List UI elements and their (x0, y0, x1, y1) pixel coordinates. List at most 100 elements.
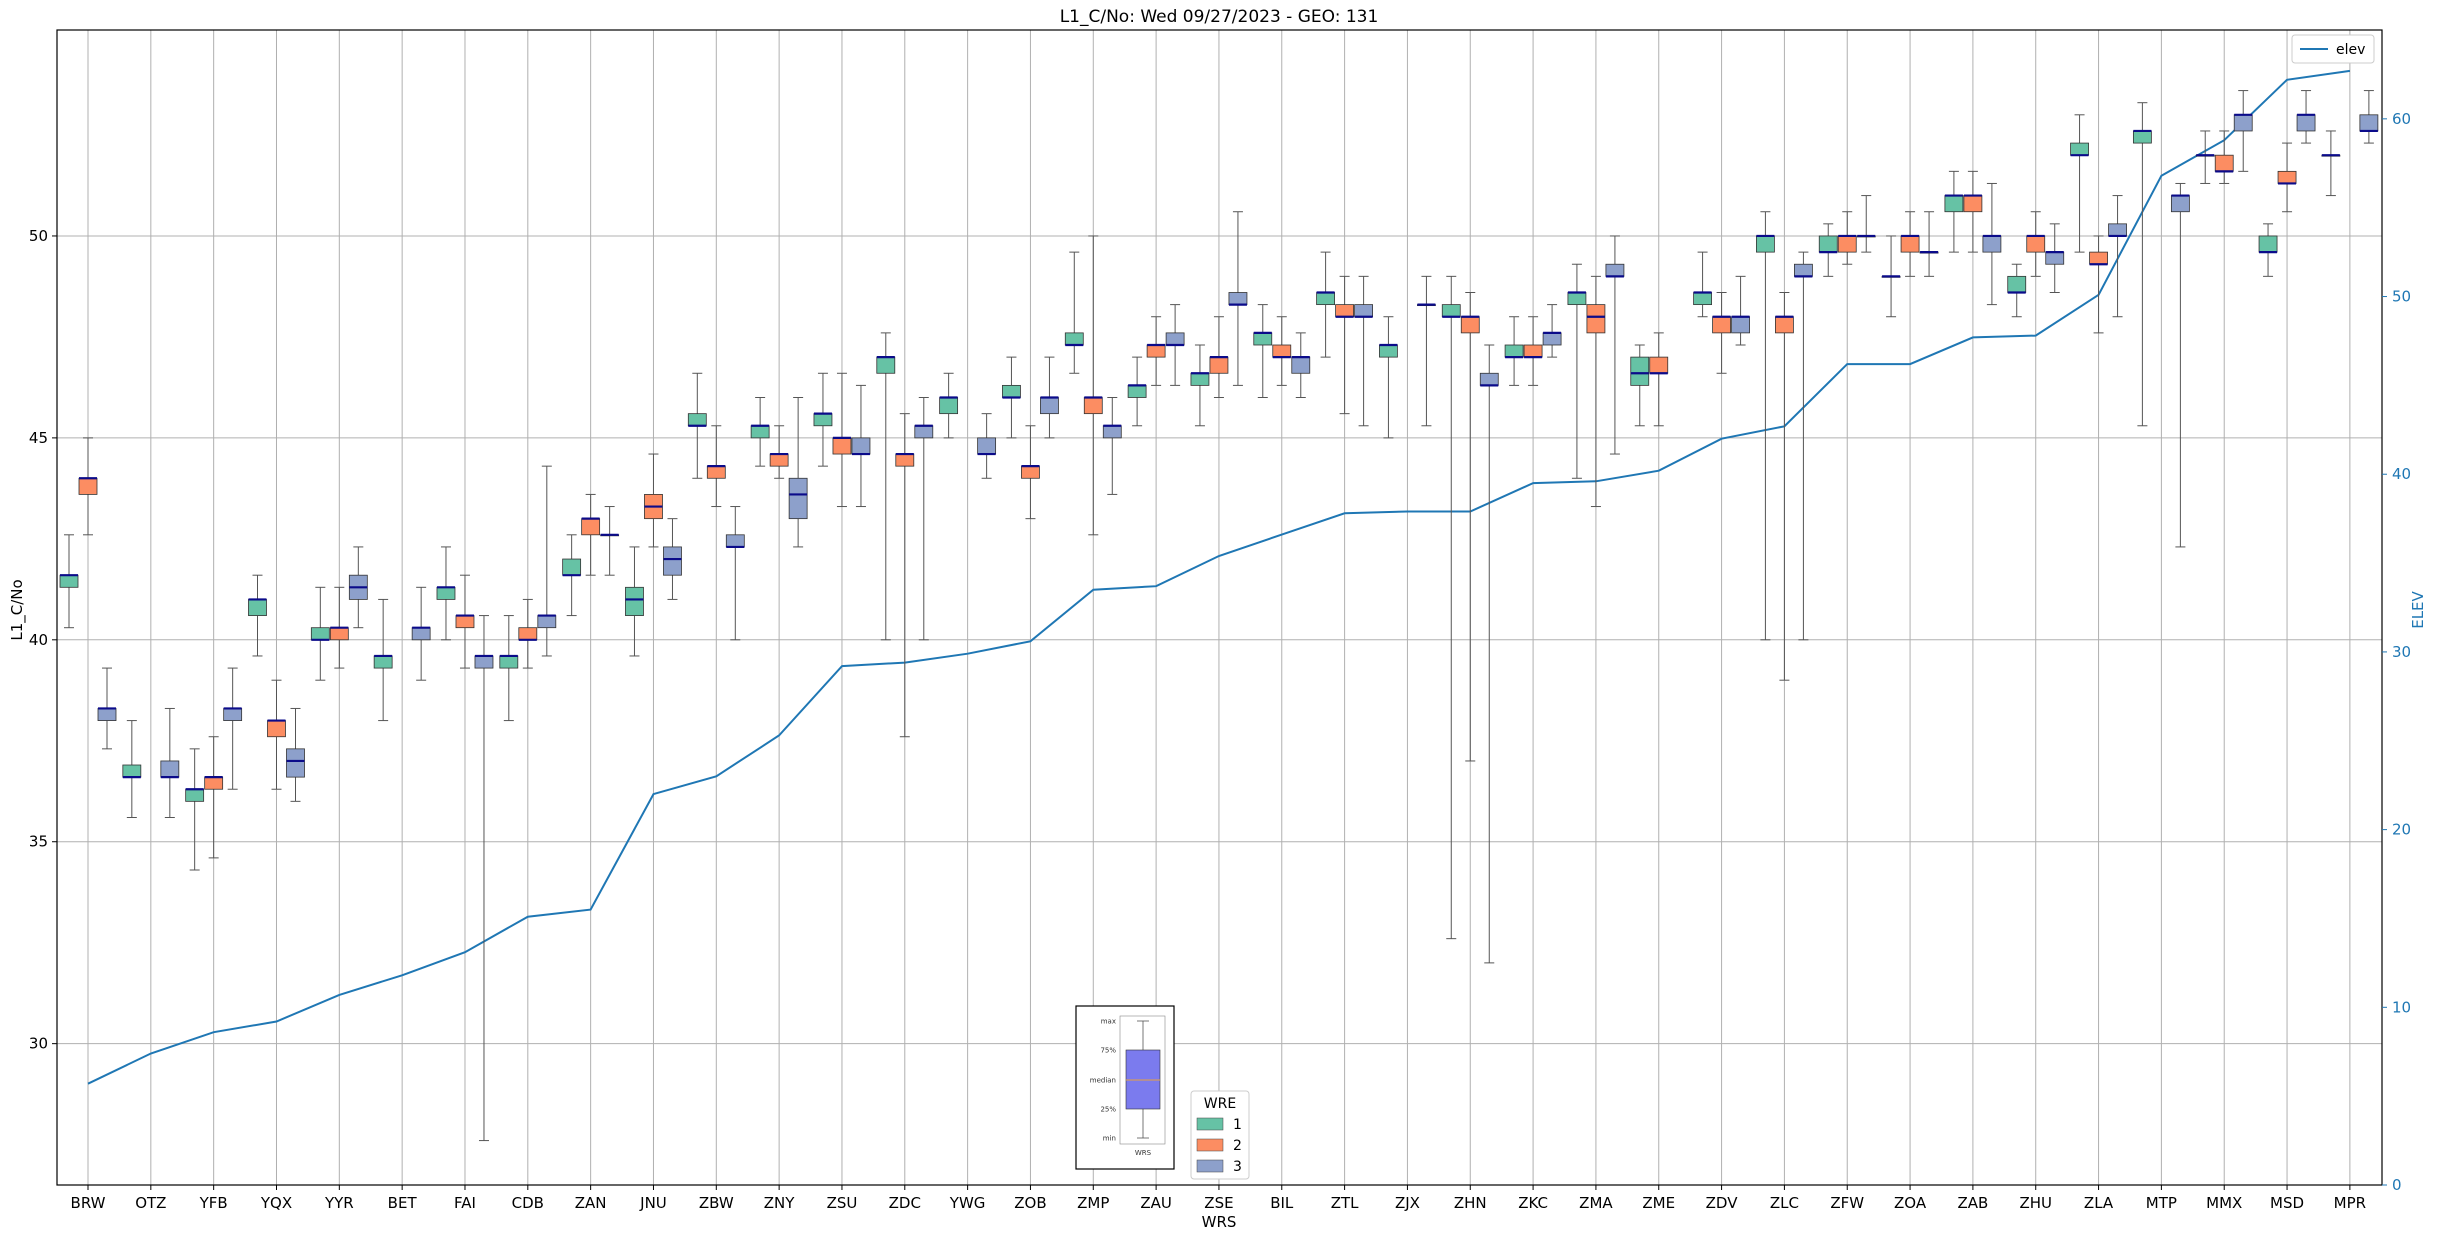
wre3-box-BIL (1291, 332, 1311, 398)
wre2-box-ZOB (1021, 425, 1040, 520)
wre2-box-ZDV (1712, 292, 1731, 374)
wre1-box-ZDC (876, 332, 896, 641)
wre3-box-YFB (223, 667, 243, 790)
x-tick-label: BET (388, 1194, 418, 1212)
wre2-box-ZHN (1460, 292, 1480, 762)
wre1-box-ZKC (1504, 316, 1524, 386)
wre1-box-ZLC (1756, 211, 1775, 641)
box-iqr (769, 453, 789, 467)
wre1-box-ZSE (1190, 344, 1210, 427)
wre2-box-ZSE (1209, 316, 1229, 398)
wre-legend-title: WRE (1204, 1096, 1236, 1112)
x-tick-label: MSD (2270, 1194, 2304, 1212)
box-iqr (78, 477, 98, 495)
wre1-box-ZAU (1127, 356, 1147, 427)
wre-legend-swatch-3 (1196, 1159, 1224, 1173)
wre1-box-YYR (310, 586, 330, 681)
box-iqr (59, 574, 79, 588)
y2-tick-label: 30 (2392, 643, 2411, 661)
elev-series (87, 69, 2351, 1085)
wre2-box-ZHU (2026, 211, 2046, 277)
box-iqr (625, 586, 644, 616)
box-iqr (1479, 372, 1499, 386)
x-tick-label: BIL (1270, 1194, 1294, 1212)
wre2-box-FAI (455, 574, 475, 669)
box-iqr (1272, 344, 1292, 358)
y2-tick-label: 10 (2392, 998, 2411, 1016)
x-tick-label: FAI (454, 1194, 476, 1212)
wre3-box-ZTL (1354, 275, 1373, 427)
wre-legend-swatch-1 (1196, 1117, 1224, 1131)
box-iqr (1649, 356, 1669, 374)
wre2-box-ZSU (832, 372, 852, 508)
box-iqr (939, 397, 959, 415)
wre2-box-ZME (1649, 332, 1669, 427)
wre1-box-BIL (1253, 304, 1273, 398)
wre1-box-YQX (248, 574, 267, 657)
box-iqr (2214, 154, 2234, 172)
box-iqr (706, 465, 726, 479)
wre2-box-ZMP (1083, 235, 1103, 536)
wre1-box-ZLA (2070, 114, 2089, 253)
line-legend-label: elev (2336, 42, 2365, 58)
wre1-box-BRW (59, 534, 79, 629)
wre3-box-ZJX (1417, 275, 1436, 427)
x-tick-label: ZSE (1204, 1194, 1233, 1212)
wre1-box-FAI (436, 546, 456, 641)
x-tick-label: YQX (260, 1194, 292, 1212)
box-iqr (329, 627, 349, 641)
wre3-box-ZLC (1794, 251, 1813, 641)
wre1-box-ZMP (1064, 251, 1084, 374)
x-tick-label: ZLA (2084, 1194, 2114, 1212)
box-iqr (2258, 235, 2278, 253)
y-tick-label: 40 (29, 631, 48, 649)
box-iqr (455, 615, 475, 629)
box-iqr (832, 437, 852, 455)
wre1-box-ZME (1630, 344, 1650, 427)
box-iqr (1379, 344, 1398, 358)
wre1-box-ZFW (1818, 223, 1838, 277)
wre3-box-ZBW (725, 506, 745, 641)
box-iqr (1083, 397, 1103, 415)
wre2-box-ZOA (1900, 211, 1920, 277)
box-iqr (518, 627, 538, 641)
wre1-box-YFB (185, 748, 205, 871)
box-iqr (411, 627, 431, 641)
wre2-box-ZBW (706, 425, 726, 508)
y2-tick-label: 60 (2392, 110, 2411, 128)
wre3-box-ZOA (1919, 211, 1939, 277)
x-tick-label: ZNY (764, 1194, 795, 1212)
wre1-box-ZOA (1881, 235, 1901, 318)
wre2-box-YQX (267, 679, 286, 790)
box-iqr (788, 477, 808, 520)
box-iqr (663, 546, 682, 576)
wre2-box-YFB (204, 736, 224, 859)
wre2-box-ZLA (2089, 235, 2108, 334)
box-iqr (1731, 316, 1750, 334)
x-tick-label: ZMA (1579, 1194, 1613, 1212)
wre1-box-BET (373, 598, 393, 722)
line-legend: elev (2291, 34, 2375, 64)
box-iqr (750, 425, 770, 439)
y2-tick-label: 0 (2392, 1176, 2402, 1194)
wre3-box-MTP (2170, 182, 2190, 548)
wre1-box-ZHN (1441, 275, 1461, 940)
box-iqr (97, 708, 117, 721)
box-iqr (436, 586, 456, 600)
wre2-box-MMX (2214, 130, 2234, 184)
x-tick-label: ZLC (1770, 1194, 1799, 1212)
box-iqr (813, 413, 833, 427)
wre2-box-JNU (644, 453, 663, 548)
wre2-box-ZAU (1146, 316, 1166, 386)
wre3-box-ZHU (2045, 223, 2065, 293)
wre3-box-CDB (537, 465, 557, 657)
box-iqr (2108, 223, 2127, 237)
wre3-box-MSD (2296, 90, 2316, 144)
wre3-box-ZDV (1731, 275, 1750, 346)
wre2-box-ZMA (1586, 275, 1606, 508)
inset-label: 75% (1100, 1047, 1116, 1055)
x-tick-label: YFB (199, 1194, 228, 1212)
box-iqr (562, 558, 582, 576)
wre2-box-CDB (518, 598, 538, 669)
box-iqr (1460, 316, 1480, 334)
